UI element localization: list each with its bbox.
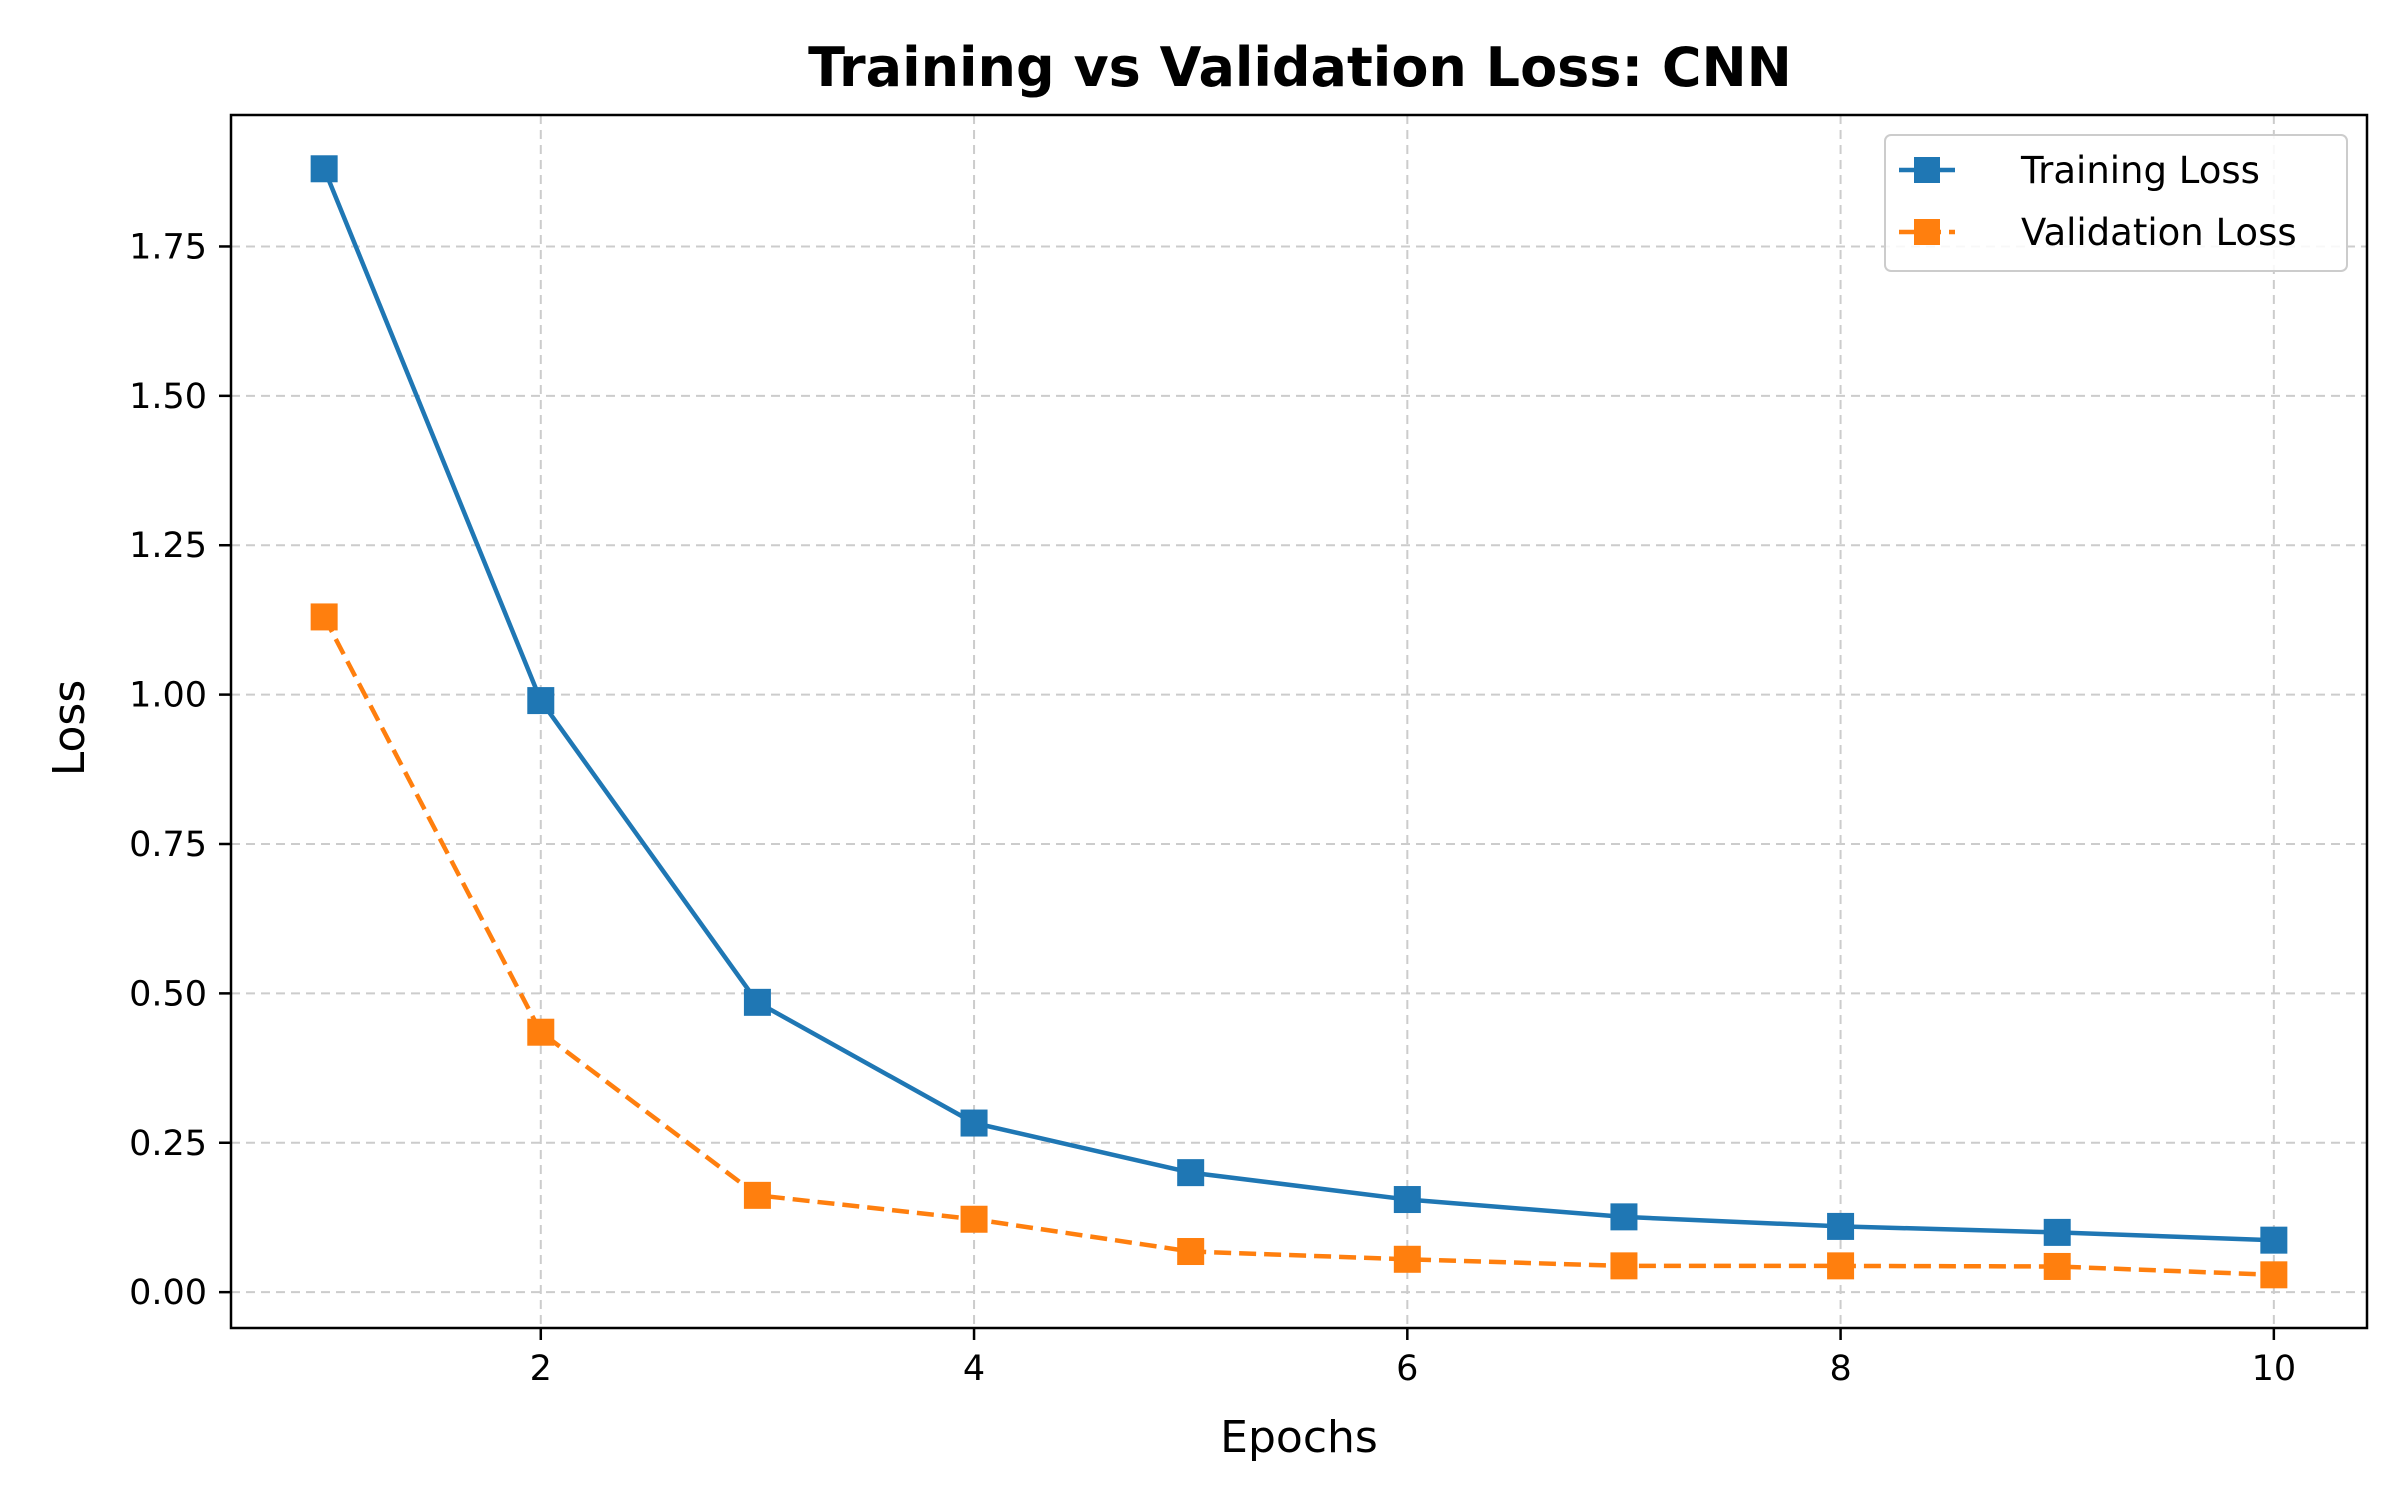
chart-title: Training vs Validation Loss: CNN <box>808 36 1792 99</box>
legend-box <box>1884 134 2348 272</box>
legend: Training Loss Validation Loss <box>1884 134 2348 272</box>
training-loss-point <box>2260 1226 2288 1254</box>
y-tick-label: 0.75 <box>129 825 207 865</box>
validation-loss-point <box>2260 1261 2288 1289</box>
training-loss-line <box>322 167 2274 1243</box>
training-loss-point <box>1177 1159 1205 1187</box>
y-tick-label: 0.25 <box>129 1124 207 1164</box>
training-loss-point <box>2043 1218 2071 1246</box>
x-tick-label: 2 <box>530 1349 552 1389</box>
training-loss-point <box>1393 1186 1421 1214</box>
axis-ticks: 2 4 6 8 10 0.00 0.25 0.50 0.75 1.00 1.25 1.50 1.75 <box>129 227 2296 1389</box>
training-loss-point <box>1827 1212 1855 1240</box>
x-tick-label: 10 <box>2252 1349 2297 1389</box>
validation-loss-point <box>960 1205 988 1233</box>
validation-loss-point <box>310 603 338 631</box>
x-tick-label: 8 <box>1829 1349 1851 1389</box>
x-axis-label: Epochs <box>1220 1412 1378 1463</box>
y-tick-label: 1.00 <box>129 676 207 716</box>
validation-loss-point <box>743 1181 771 1209</box>
legend-training-loss-label: Training Loss <box>2020 149 2260 192</box>
validation-loss-point <box>2043 1252 2071 1280</box>
y-tick-label: 1.25 <box>129 526 207 566</box>
training-loss-point <box>743 988 771 1016</box>
validation-loss-point <box>1393 1245 1421 1273</box>
validation-loss-point <box>527 1018 555 1046</box>
x-tick-label: 4 <box>963 1349 985 1389</box>
validation-loss-point <box>1610 1252 1638 1280</box>
x-tick-label: 6 <box>1396 1349 1418 1389</box>
y-tick-label: 0.00 <box>129 1273 207 1313</box>
grid-lines <box>231 115 2367 1328</box>
validation-loss-point <box>1827 1252 1855 1280</box>
training-loss-point <box>310 155 338 183</box>
axes-frame <box>229 113 2369 1330</box>
legend-validation-loss-swatch-marker <box>1914 219 1940 245</box>
validation-loss-point <box>1177 1238 1205 1266</box>
validation-loss-line <box>322 615 2274 1278</box>
series-layer <box>310 155 2288 1289</box>
y-axis-label: Loss <box>44 680 95 777</box>
y-tick-label: 1.50 <box>129 377 207 417</box>
training-loss-point <box>960 1109 988 1137</box>
y-tick-label: 0.50 <box>129 974 207 1014</box>
training-loss-point <box>1610 1203 1638 1231</box>
y-tick-label: 1.75 <box>129 227 207 267</box>
training-loss-point <box>527 687 555 715</box>
legend-validation-loss-label: Validation Loss <box>2021 211 2297 254</box>
legend-training-loss-swatch-marker <box>1914 157 1940 183</box>
